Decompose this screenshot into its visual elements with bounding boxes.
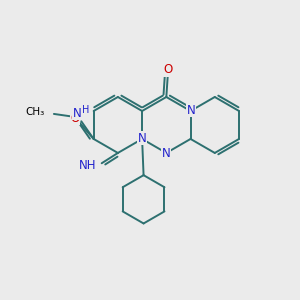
Text: N: N: [73, 107, 82, 120]
Text: N: N: [138, 132, 146, 145]
Text: H: H: [82, 105, 89, 116]
Text: NH: NH: [79, 159, 96, 172]
Text: O: O: [164, 63, 173, 76]
Text: CH₃: CH₃: [26, 107, 45, 118]
Text: N: N: [187, 104, 196, 117]
Text: O: O: [70, 112, 80, 125]
Text: N: N: [162, 147, 171, 160]
